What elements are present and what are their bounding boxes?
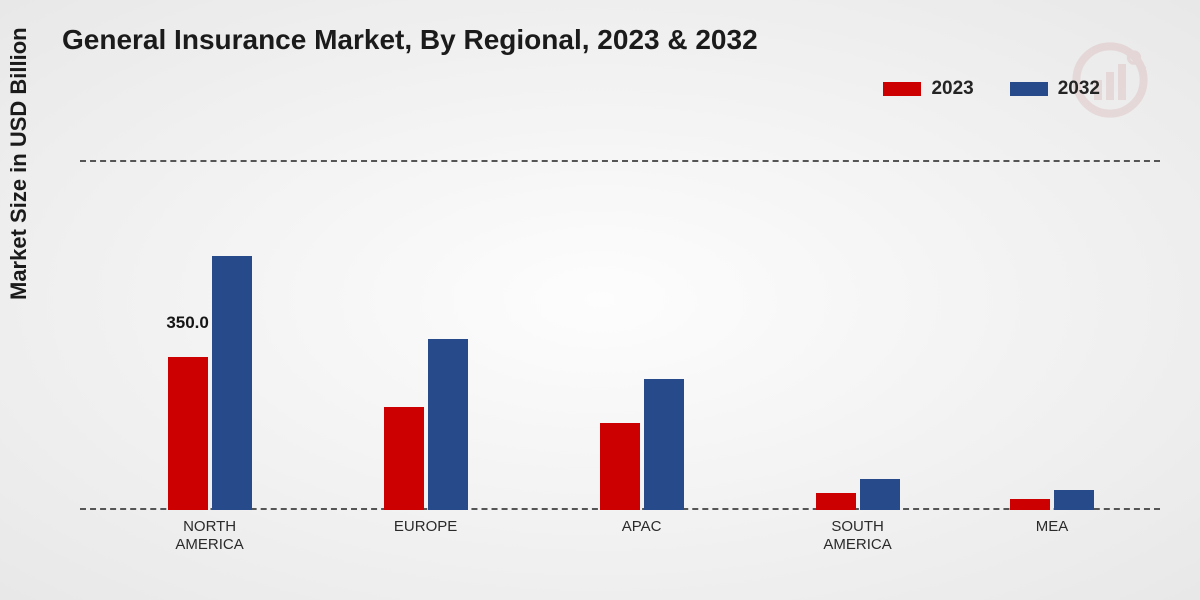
legend-label-2023: 2023 xyxy=(931,78,973,100)
x-tick-label: EUROPE xyxy=(394,518,457,536)
bar xyxy=(600,423,640,511)
chart-plot-area: 350.0 xyxy=(80,160,1160,510)
bar-group xyxy=(1010,490,1094,510)
bar xyxy=(1010,499,1050,510)
legend-swatch-2023 xyxy=(883,82,921,96)
y-axis-label: Market Size in USD Billion xyxy=(6,27,32,300)
bar xyxy=(1054,490,1094,510)
legend-swatch-2032 xyxy=(1010,82,1048,96)
bar-group xyxy=(168,256,252,510)
x-tick-label: NORTHAMERICA xyxy=(175,518,243,554)
legend: 2023 2032 xyxy=(883,78,1100,100)
legend-item-2032: 2032 xyxy=(1010,78,1100,100)
bar xyxy=(644,379,684,510)
gridline-top xyxy=(80,160,1160,162)
bar-group xyxy=(384,339,468,510)
value-label: 350.0 xyxy=(166,313,209,333)
bar-group xyxy=(600,379,684,510)
x-tick-label: SOUTHAMERICA xyxy=(823,518,891,554)
bar xyxy=(384,407,424,510)
legend-item-2023: 2023 xyxy=(883,78,973,100)
x-tick-label: MEA xyxy=(1036,518,1069,536)
page-title: General Insurance Market, By Regional, 2… xyxy=(62,24,758,56)
bar-group xyxy=(816,479,900,510)
x-tick-label: APAC xyxy=(622,518,662,536)
legend-label-2032: 2032 xyxy=(1058,78,1100,100)
bar xyxy=(860,479,900,510)
bar xyxy=(428,339,468,510)
bar xyxy=(168,357,208,510)
x-axis-labels: NORTHAMERICA EUROPE APAC SOUTHAMERICA MEA xyxy=(80,510,1160,570)
bar xyxy=(212,256,252,510)
bar xyxy=(816,493,856,511)
